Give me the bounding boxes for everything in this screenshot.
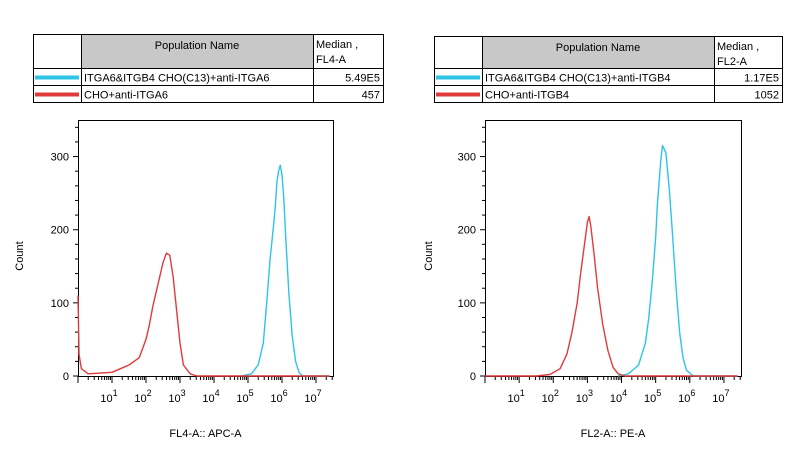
- legend-label: CHO+anti-ITGA6: [84, 90, 168, 102]
- y-axis-label: Count: [14, 241, 26, 270]
- x-tick-label: 102: [542, 388, 559, 405]
- x-tick-exponent: 4: [622, 388, 627, 398]
- table-row: CHO+anti-ITGA6 457: [35, 90, 380, 102]
- x-tick-base: 10: [542, 393, 554, 405]
- x-tick-base: 10: [270, 393, 282, 405]
- median-value: 1052: [755, 90, 779, 102]
- table-row: CHO+anti-ITGB4 1052: [436, 90, 779, 102]
- plot-frame: [78, 120, 334, 377]
- plot-frame: [485, 120, 742, 377]
- y-tick-label: 300: [51, 152, 69, 164]
- y-axis-label: Count: [423, 241, 435, 270]
- x-tick-label: 103: [168, 388, 185, 405]
- series-line-positive: [241, 164, 330, 377]
- table-header-stat: Median ,: [717, 41, 759, 53]
- x-tick-base: 10: [576, 393, 588, 405]
- x-tick-exponent: 7: [317, 388, 322, 398]
- table-header-stat-param: FL2-A: [717, 56, 748, 68]
- legend-label: ITGA6&ITGB4 CHO(C13)+anti-ITGB4: [485, 73, 671, 85]
- y-tick-label: 0: [63, 371, 69, 383]
- y-tick-label: 0: [470, 371, 476, 383]
- median-value: 1.17E5: [744, 73, 779, 85]
- chart-panel-2: Population Name Median , FL2-A ITGA6&ITGB4 …: [423, 36, 783, 440]
- x-tick-label: 101: [100, 388, 117, 405]
- x-tick-base: 10: [712, 393, 724, 405]
- y-tick-label: 200: [51, 225, 69, 237]
- table-header-stat-param: FL4-A: [316, 54, 347, 66]
- x-tick-base: 10: [168, 393, 180, 405]
- x-tick-exponent: 1: [113, 388, 118, 398]
- y-tick-label: 100: [51, 298, 69, 310]
- legend-label: CHO+anti-ITGB4: [485, 90, 569, 102]
- series-line-control: [77, 252, 330, 377]
- x-axis-label: FL2-A:: PE-A: [581, 428, 646, 440]
- median-value: 5.49E5: [345, 73, 380, 85]
- x-tick-exponent: 5: [249, 388, 254, 398]
- x-tick-base: 10: [134, 393, 146, 405]
- table-header-name: Population Name: [556, 42, 640, 54]
- x-tick-base: 10: [678, 393, 690, 405]
- x-tick-exponent: 2: [147, 388, 152, 398]
- x-tick-label: 103: [576, 388, 593, 405]
- x-tick-exponent: 3: [588, 388, 593, 398]
- x-tick-exponent: 2: [554, 388, 559, 398]
- x-tick-label: 101: [508, 388, 525, 405]
- x-tick-label: 105: [644, 388, 661, 405]
- y-tick-label: 100: [458, 298, 476, 310]
- legend-label: ITGA6&ITGB4 CHO(C13)+anti-ITGA6: [84, 73, 270, 85]
- chart-panel-1: Population Name Median , FL4-A ITGA6&ITGB4 …: [14, 34, 384, 440]
- x-tick-exponent: 5: [656, 388, 661, 398]
- series-line-control: [485, 215, 738, 377]
- y-tick-label: 200: [458, 225, 476, 237]
- x-tick-exponent: 6: [690, 388, 695, 398]
- table-header-name-bg: [81, 34, 313, 68]
- x-tick-base: 10: [202, 393, 214, 405]
- x-tick-base: 10: [304, 393, 316, 405]
- x-tick-label: 102: [134, 388, 151, 405]
- x-tick-exponent: 4: [215, 388, 220, 398]
- x-tick-base: 10: [100, 393, 112, 405]
- x-tick-label: 107: [712, 388, 729, 405]
- x-tick-exponent: 6: [283, 388, 288, 398]
- x-tick-label: 105: [236, 388, 253, 405]
- x-tick-label: 107: [304, 388, 321, 405]
- y-tick-label: 300: [458, 152, 476, 164]
- x-tick-base: 10: [610, 393, 622, 405]
- x-tick-label: 104: [610, 388, 627, 405]
- legend-table: Population Name Median , FL4-A ITGA6&ITGB4 …: [33, 34, 384, 103]
- table-row: ITGA6&ITGB4 CHO(C13)+anti-ITGB4 1.17E5: [436, 73, 779, 85]
- x-tick-base: 10: [236, 393, 248, 405]
- x-tick-label: 106: [678, 388, 695, 405]
- table-header-name: Population Name: [155, 40, 239, 52]
- table-border: [434, 36, 783, 103]
- x-tick-exponent: 3: [181, 388, 186, 398]
- table-header-stat: Median ,: [316, 39, 358, 51]
- x-tick-label: 106: [270, 388, 287, 405]
- x-tick-exponent: 1: [520, 388, 525, 398]
- series-line-positive: [617, 144, 738, 377]
- x-tick-label: 104: [202, 388, 219, 405]
- median-value: 457: [362, 90, 380, 102]
- table-header-name-bg: [482, 36, 714, 68]
- x-axis-label: FL4-A:: APC-A: [169, 428, 242, 440]
- x-tick-base: 10: [644, 393, 656, 405]
- table-row: ITGA6&ITGB4 CHO(C13)+anti-ITGA6 5.49E5: [35, 73, 380, 85]
- x-tick-base: 10: [508, 393, 520, 405]
- legend-table: Population Name Median , FL2-A ITGA6&ITGB4 …: [434, 36, 783, 103]
- x-tick-exponent: 7: [725, 388, 730, 398]
